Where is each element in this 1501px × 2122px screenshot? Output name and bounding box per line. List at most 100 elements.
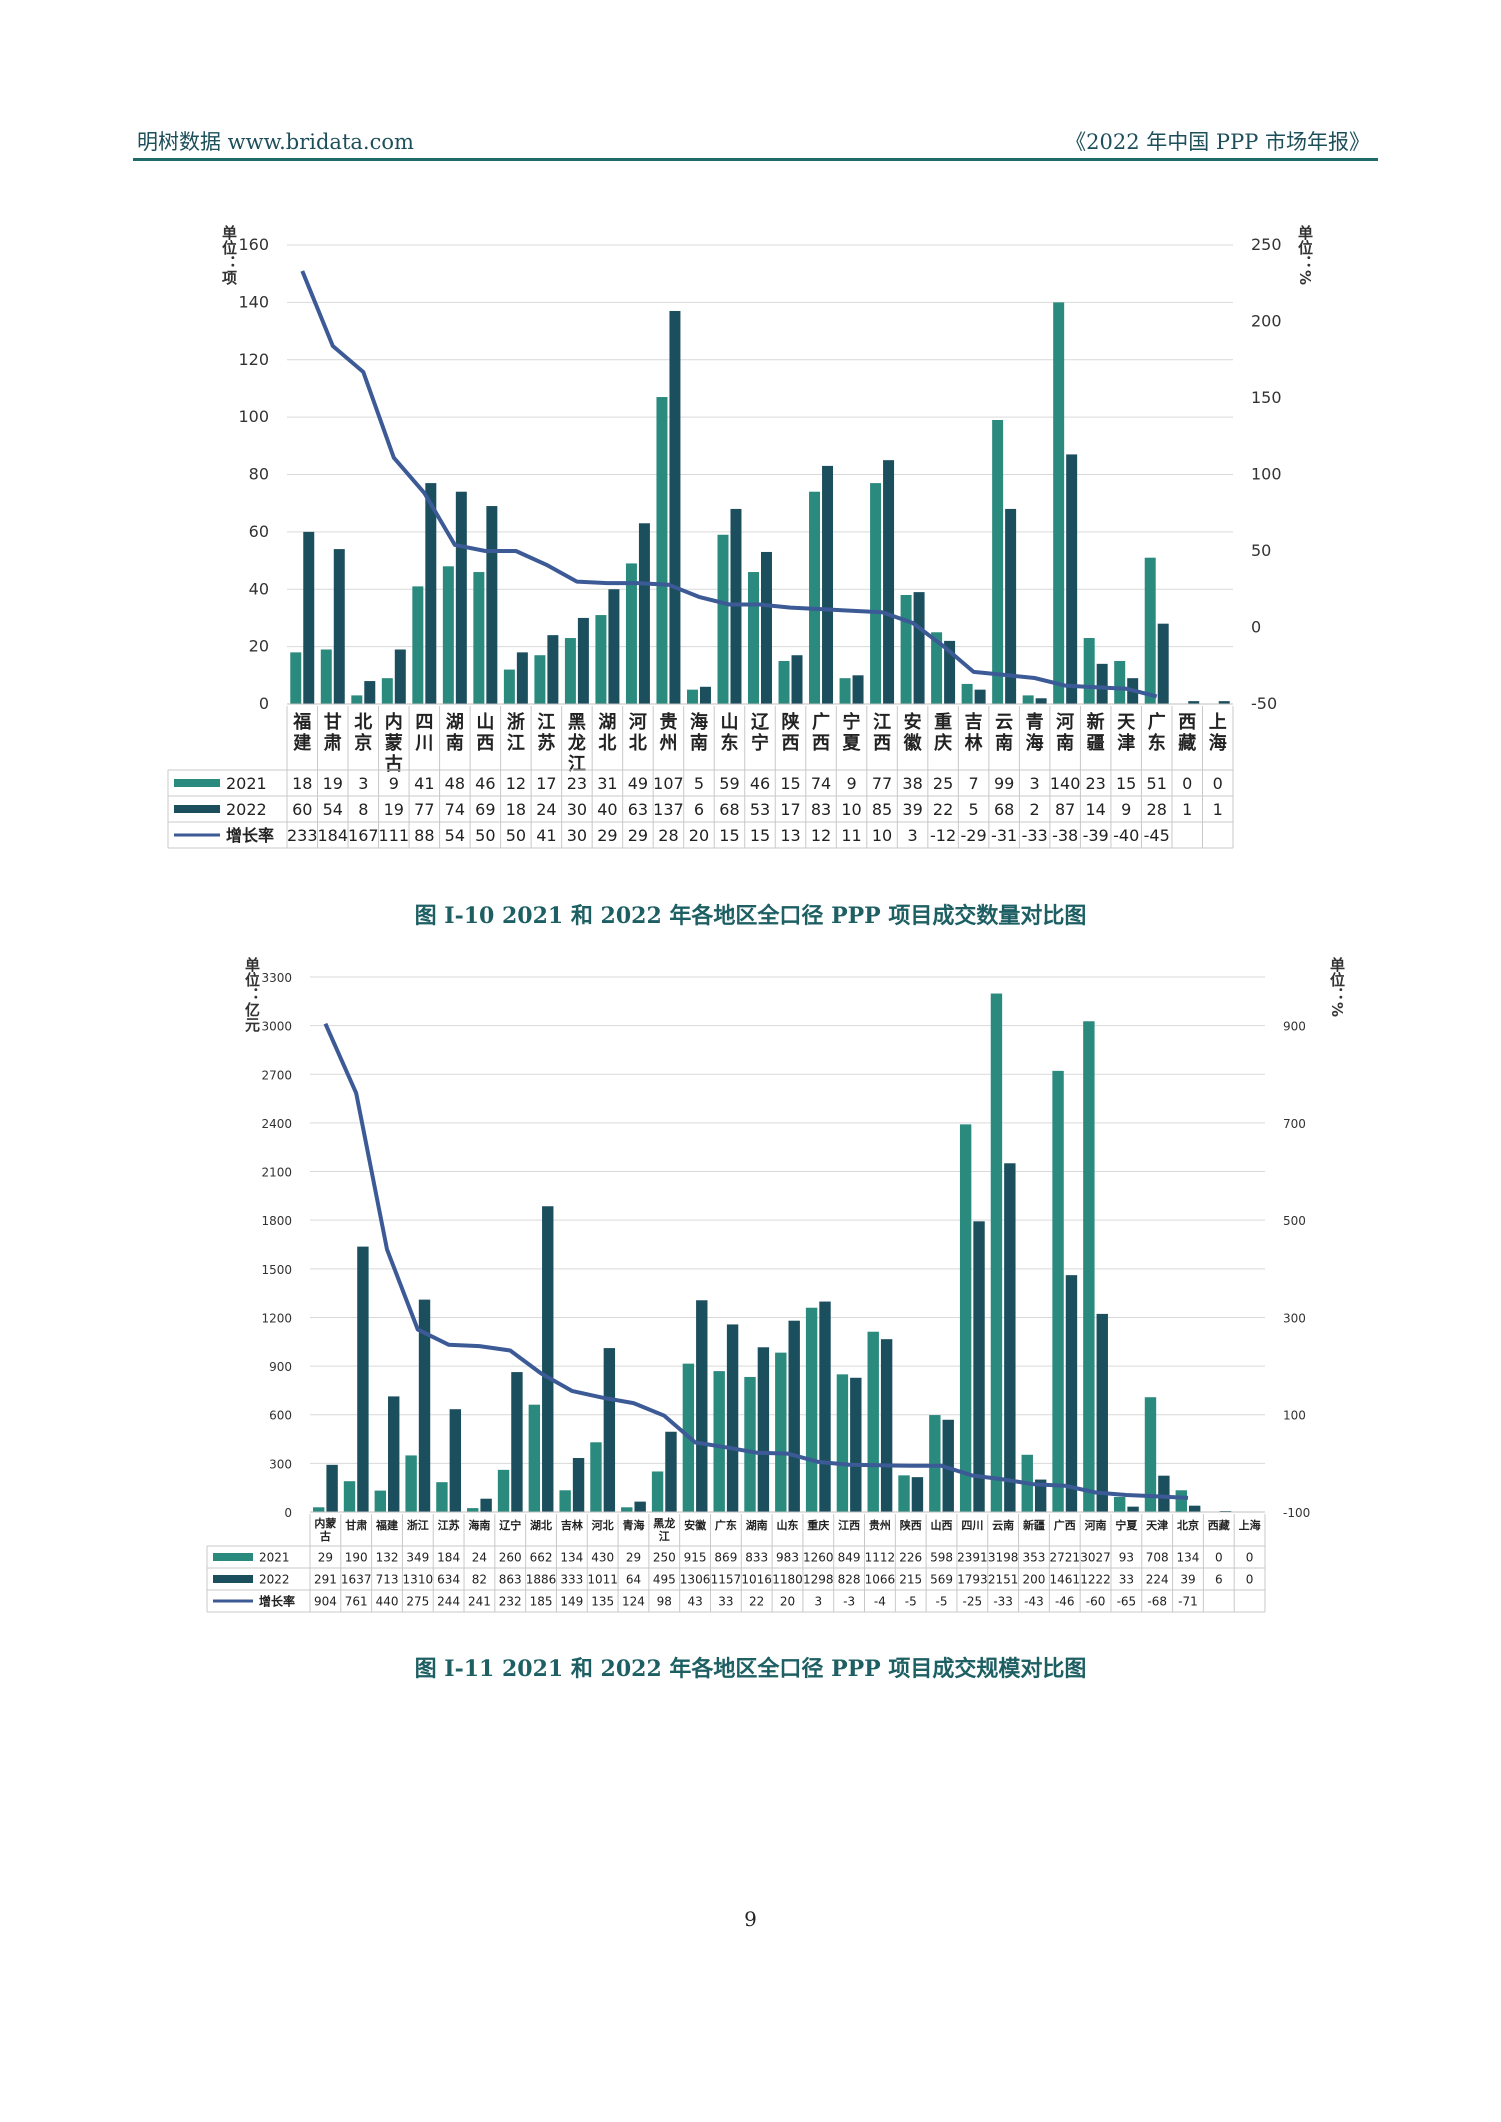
category-label: 北 xyxy=(598,733,616,754)
bar-2022 xyxy=(757,1347,770,1512)
bar-2022 xyxy=(696,1300,708,1512)
bar-2021 xyxy=(621,1507,633,1512)
table-cell: -71 xyxy=(1178,1595,1198,1609)
table-cell: 713 xyxy=(376,1573,399,1587)
table-cell: 28 xyxy=(658,826,678,845)
y-tick-label: 120 xyxy=(238,350,269,369)
table-cell: 6 xyxy=(1215,1573,1223,1587)
y2-tick-label: 50 xyxy=(1251,541,1271,560)
category-label: 浙江 xyxy=(407,1518,429,1532)
table-cell: 0 xyxy=(1246,1573,1254,1587)
bar-2022 xyxy=(1096,663,1108,704)
category-label: 天津 xyxy=(1146,1518,1168,1532)
bar-2022 xyxy=(638,523,650,704)
bar-2022 xyxy=(1065,1275,1078,1512)
table-cell: 833 xyxy=(745,1551,768,1565)
y-tick-label: 0 xyxy=(284,1506,292,1520)
table-cell: 185 xyxy=(530,1595,553,1609)
bar-2021 xyxy=(900,594,912,704)
figure-2-caption: 图 I-11 2021 和 2022 年各地区全口径 PPP 项目成交规模对比图 xyxy=(414,1656,1087,1682)
table-cell: 14 xyxy=(1085,800,1105,819)
page-number: 9 xyxy=(744,1907,757,1931)
y-tick-label: 600 xyxy=(269,1409,292,1423)
category-label: 天 xyxy=(1117,712,1136,733)
table-cell: 5 xyxy=(694,774,704,793)
chart-1: 020406080100120140160-50050100150200250单… xyxy=(167,224,1314,849)
category-label: 云南 xyxy=(992,1518,1014,1532)
table-cell: 24 xyxy=(536,800,556,819)
right-unit-label: 单位：% xyxy=(1328,956,1346,1017)
table-cell: 40 xyxy=(597,800,617,819)
table-cell: -31 xyxy=(991,826,1017,845)
bar-2021 xyxy=(805,1307,818,1512)
bar-2021 xyxy=(898,1475,910,1512)
bar-2022 xyxy=(634,1501,646,1512)
bar-2021 xyxy=(748,572,759,704)
header-rule xyxy=(133,158,1378,161)
y2-tick-label: 300 xyxy=(1283,1311,1306,1325)
table-cell: 1 xyxy=(1213,800,1223,819)
y-tick-label: 1800 xyxy=(261,1214,292,1228)
bar-2022 xyxy=(761,551,772,704)
bar-2022 xyxy=(913,592,925,704)
category-label: 南 xyxy=(995,732,1013,754)
category-label: 夏 xyxy=(843,733,862,754)
table-cell: 3027 xyxy=(1080,1551,1111,1565)
bar-2021 xyxy=(436,1482,448,1512)
table-cell: 167 xyxy=(348,826,379,845)
table-cell: 440 xyxy=(376,1595,399,1609)
category-label: 吉林 xyxy=(561,1518,583,1532)
table-cell: 1180 xyxy=(772,1573,803,1587)
category-label: 江西 xyxy=(838,1518,860,1532)
bar-2021 xyxy=(990,993,1003,1512)
category-label: 徽 xyxy=(903,732,923,754)
table-cell: 93 xyxy=(1119,1551,1134,1565)
table-cell: 634 xyxy=(437,1573,460,1587)
table-cell: 51 xyxy=(1147,774,1167,793)
legend-swatch-2021 xyxy=(213,1553,253,1561)
table-cell: 241 xyxy=(468,1595,491,1609)
table-cell: -33 xyxy=(1022,826,1048,845)
table-cell: 17 xyxy=(780,800,800,819)
table-cell: 39 xyxy=(1180,1573,1195,1587)
table-cell: -68 xyxy=(1147,1595,1167,1609)
y2-tick-label: 100 xyxy=(1251,465,1282,484)
bar-2021 xyxy=(656,397,668,704)
category-label: 江苏 xyxy=(438,1518,460,1532)
category-label: 海 xyxy=(690,711,708,733)
bar-2022 xyxy=(1066,454,1078,704)
table-cell: 7 xyxy=(969,774,979,793)
bar-2022 xyxy=(1005,508,1017,704)
bar-2021 xyxy=(559,1490,571,1512)
table-cell: -38 xyxy=(1052,826,1078,845)
table-cell: 68 xyxy=(719,800,739,819)
category-label: 京 xyxy=(354,732,372,754)
bar-2022 xyxy=(726,1324,739,1512)
table-cell: 24 xyxy=(472,1551,487,1565)
bar-2022 xyxy=(333,549,345,704)
table-cell: 224 xyxy=(1146,1573,1169,1587)
page-header: 明树数据 www.bridata.com 《2022 年中国 PPP 市场年报》 xyxy=(133,120,1378,161)
table-cell: 1310 xyxy=(403,1573,434,1587)
bar-2021 xyxy=(744,1376,756,1512)
category-label: 新疆 xyxy=(1023,1518,1045,1532)
category-label: 四川 xyxy=(961,1519,983,1532)
legend-swatch-2021 xyxy=(174,779,220,787)
category-label: 内 xyxy=(385,711,403,733)
bar-2022 xyxy=(547,635,559,704)
table-cell: 50 xyxy=(506,826,526,845)
table-cell: 77 xyxy=(414,800,434,819)
table-cell: 85 xyxy=(872,800,892,819)
bar-2021 xyxy=(381,678,393,704)
table-cell: 9 xyxy=(389,774,399,793)
y2-tick-label: 250 xyxy=(1251,235,1282,254)
y-tick-label: 20 xyxy=(249,637,269,656)
table-cell: 15 xyxy=(719,826,739,845)
bar-2021 xyxy=(625,563,637,704)
y-tick-label: 40 xyxy=(249,579,269,598)
bar-2021 xyxy=(686,689,698,704)
category-label: 贵州 xyxy=(869,1518,891,1532)
bar-2021 xyxy=(717,534,729,704)
bar-2022 xyxy=(480,1498,492,1512)
table-cell: 77 xyxy=(872,774,892,793)
